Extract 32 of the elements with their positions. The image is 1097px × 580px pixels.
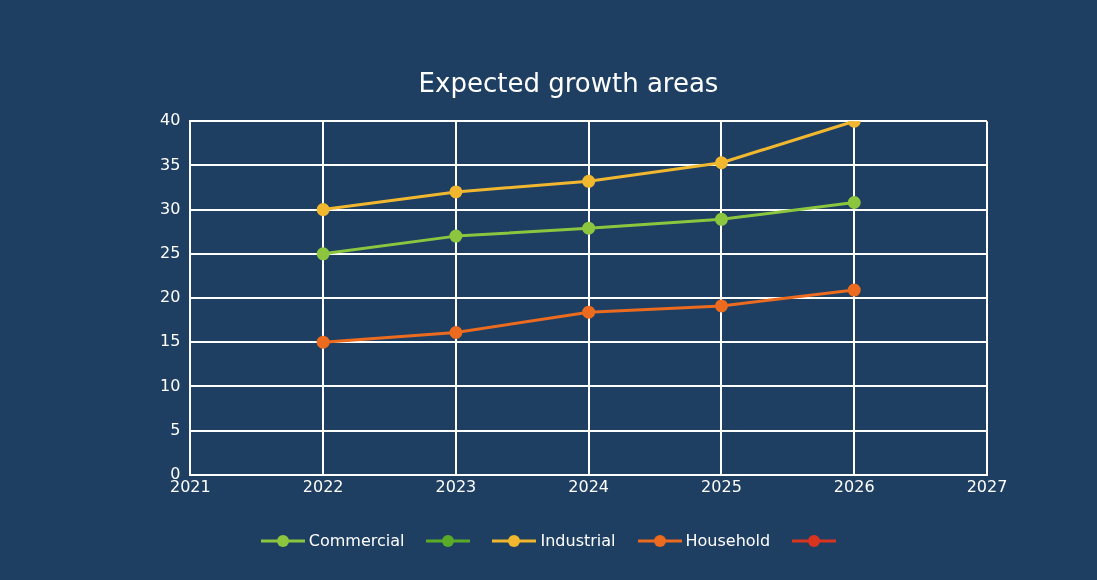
chart-title: Expected growth areas [418,68,719,99]
point [847,196,861,210]
x-tick-label: 2027 [966,476,1008,496]
y-tick-label: 10 [160,375,181,395]
point [582,174,596,188]
point [714,156,728,170]
y-tick-label: 35 [160,154,181,174]
y-tick-label: 30 [160,198,181,218]
point [582,221,596,235]
y-tick-label: 20 [160,287,181,307]
legend-label: Commercial [308,531,405,550]
point [582,305,596,319]
point [714,212,728,226]
legend-label: Household [685,531,771,550]
point [847,283,861,297]
x-tick-label: 2026 [833,476,875,496]
point [449,229,463,243]
point [316,247,330,261]
y-tick-label: 25 [160,242,181,262]
x-tick-label: 2022 [302,476,344,496]
y-tick-label: 40 [160,110,181,130]
x-tick-label: 2024 [568,476,610,496]
point [449,185,463,199]
x-tick-label: 2023 [435,476,477,496]
point [316,335,330,349]
point [316,203,330,217]
y-tick-label: 5 [170,419,181,439]
x-tick-label: 2025 [701,476,742,496]
y-tick-label: 15 [160,331,181,351]
legend-label: Industrial [540,531,616,550]
point [449,325,463,339]
point [714,299,728,313]
